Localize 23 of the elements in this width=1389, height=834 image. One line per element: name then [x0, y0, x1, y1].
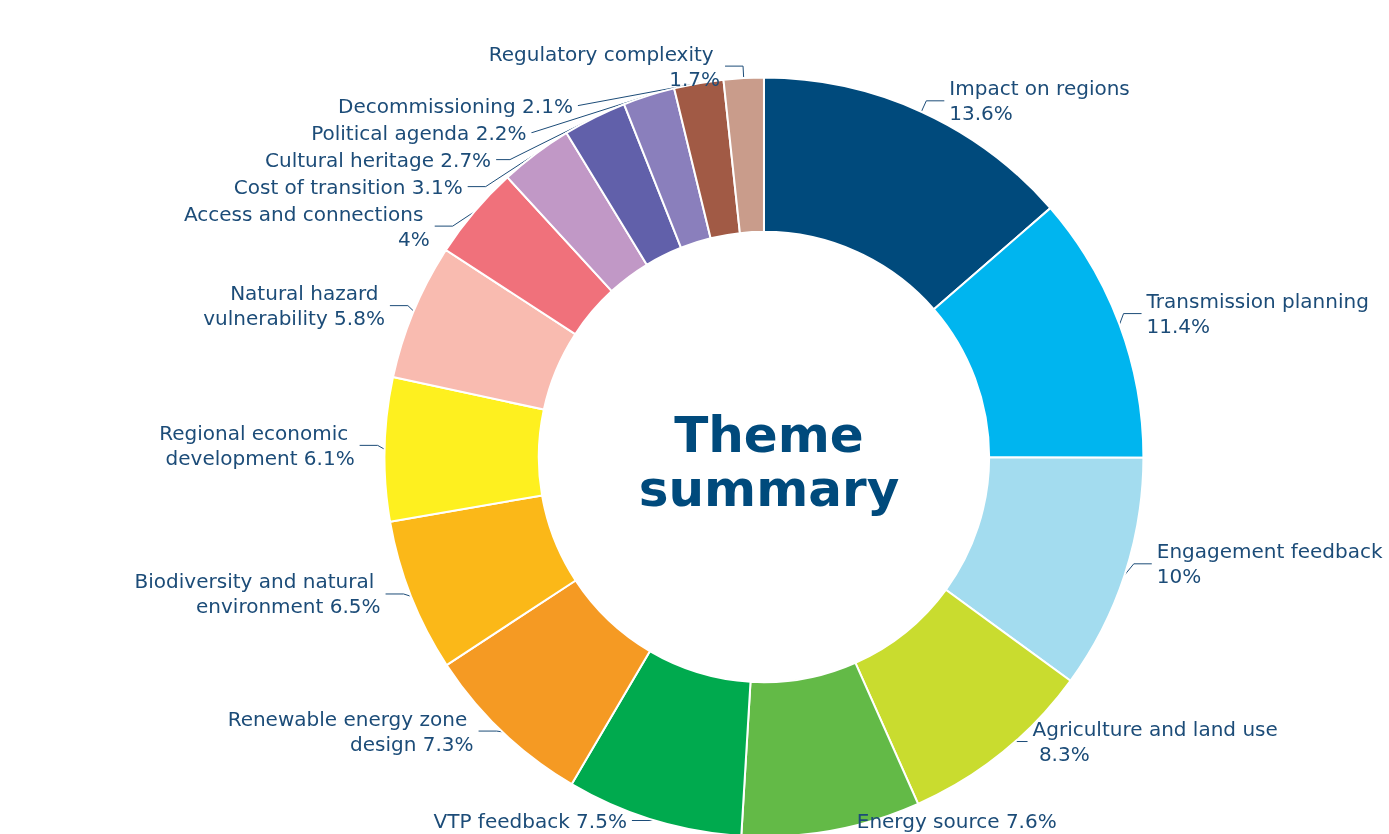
data-label: 8.3%	[1032, 742, 1090, 767]
slice-label: Agriculture and land use	[1032, 717, 1278, 742]
data-label: 1.7%	[669, 66, 721, 91]
data-label: 4%	[397, 226, 430, 251]
text: Theme summary	[638, 406, 900, 519]
data-label: 11.4%	[1146, 314, 1211, 339]
data-label: 13.6%	[949, 101, 1013, 126]
data-label: 10%	[1156, 564, 1202, 589]
slice-label: Renewable energy zone design 7.3%	[227, 706, 474, 756]
slice-label: Regional economic development 6.1%	[159, 420, 355, 470]
slice-label: Biodiversity and natural environment 6.5%	[134, 569, 381, 619]
slice-label: VTP feedback 7.5%	[433, 808, 627, 833]
slice-label: Access and connections	[183, 201, 430, 226]
slice-label: Decommissioning 2.1%	[338, 93, 573, 118]
slice-label: Energy source 7.6%	[856, 808, 1057, 833]
slice-label: Impact on regions	[949, 76, 1137, 101]
slice-label: Political agenda 2.2%	[311, 120, 527, 145]
slice-label: Cost of transition 3.1%	[233, 174, 463, 199]
slice-label: Cultural heritage 2.7%	[264, 147, 492, 172]
slice-label: Regulatory complexity	[488, 41, 721, 66]
slice-label: Engagement feedback	[1156, 539, 1389, 564]
slice-label: Transmission planning	[1145, 289, 1376, 314]
slice-label: Natural hazard vulnerability 5.8%	[203, 281, 385, 331]
